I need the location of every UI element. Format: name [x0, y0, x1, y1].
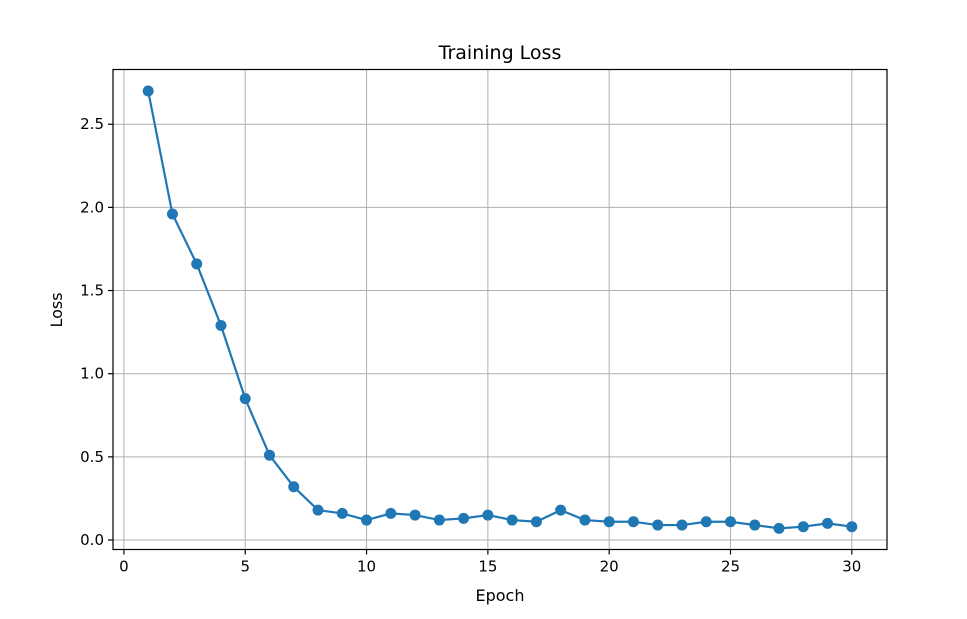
x-tick-label: 25 [721, 558, 740, 576]
data-point [288, 481, 300, 493]
x-tick-label: 30 [842, 558, 861, 576]
data-point [385, 507, 397, 519]
data-point [239, 393, 251, 405]
data-point [312, 504, 324, 516]
data-point [846, 521, 858, 533]
series-layer [142, 85, 858, 534]
y-tick-label: 2.5 [80, 115, 104, 133]
y-tick-label: 0.0 [80, 531, 104, 549]
x-tick-label: 15 [478, 558, 497, 576]
data-point [409, 509, 421, 521]
data-point [215, 319, 227, 331]
data-point [482, 509, 494, 521]
chart-title: Training Loss [438, 42, 562, 64]
y-tick-label: 0.5 [80, 448, 104, 466]
data-point [555, 504, 567, 516]
x-tick-label: 10 [357, 558, 376, 576]
data-point [822, 517, 834, 529]
data-point [530, 516, 542, 528]
data-point [579, 514, 591, 526]
y-tick-label: 1.0 [80, 365, 104, 383]
data-point [725, 516, 737, 528]
data-point [700, 516, 712, 528]
loss-line [147, 90, 852, 530]
data-point [676, 519, 688, 531]
data-point [749, 519, 761, 531]
data-point [263, 449, 275, 461]
x-tick-label: 5 [240, 558, 250, 576]
data-point [506, 514, 518, 526]
y-axis-label: Loss [47, 292, 66, 327]
y-tick-label: 2.0 [80, 198, 104, 216]
axis-ticks: 0 5 10 15 20 25 30 0.0 0.5 1.0 1.5 2.0 2.5 [80, 115, 861, 575]
data-point [603, 516, 615, 528]
data-point [361, 514, 373, 526]
x-axis-label: Epoch [476, 586, 525, 605]
y-tick-label: 1.5 [80, 282, 104, 300]
data-point [142, 85, 154, 97]
data-point [166, 208, 178, 220]
x-tick-label: 0 [119, 558, 129, 576]
grid-lines [113, 69, 887, 550]
x-tick-label: 20 [600, 558, 619, 576]
data-point [627, 516, 639, 528]
data-point [336, 507, 348, 519]
data-point [433, 514, 445, 526]
plot-frame [112, 68, 888, 551]
data-point [797, 521, 809, 533]
data-point [773, 522, 785, 534]
data-point [652, 519, 664, 531]
data-point [458, 512, 470, 524]
data-point [191, 258, 203, 270]
